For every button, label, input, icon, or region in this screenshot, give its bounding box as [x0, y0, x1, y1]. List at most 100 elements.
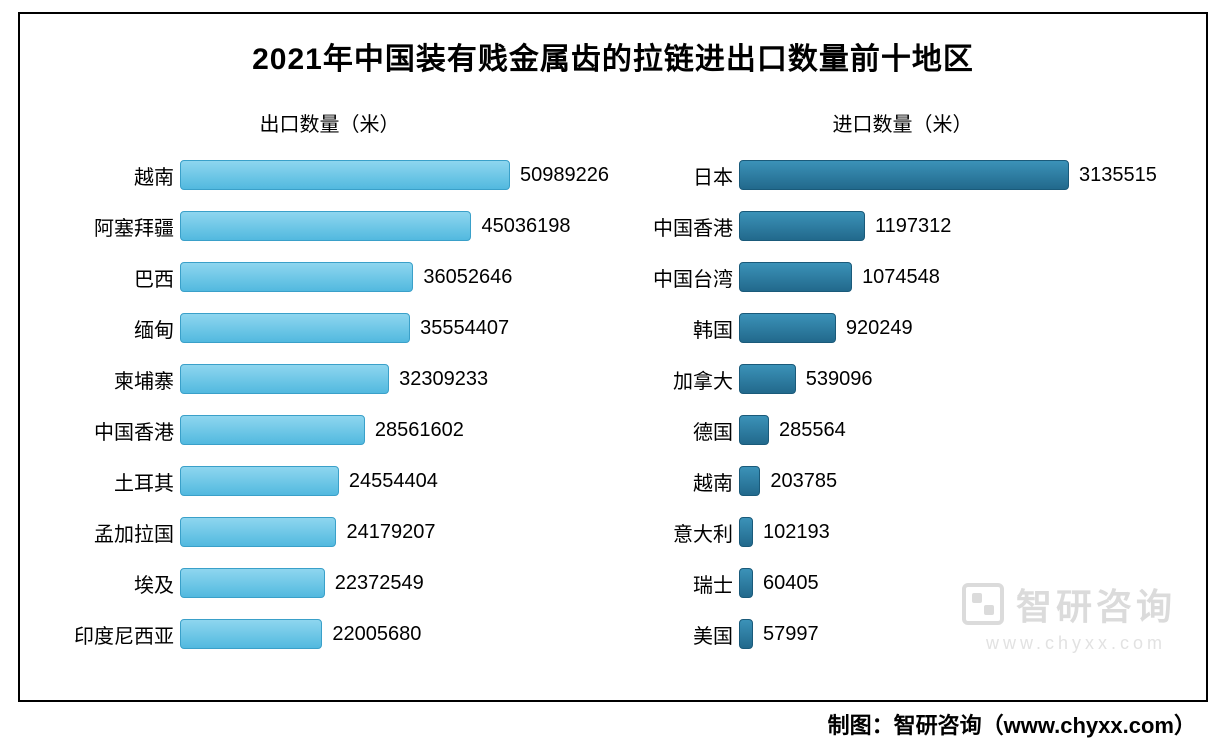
bar-fill: [739, 466, 760, 496]
bar-value: 22005680: [332, 623, 421, 646]
bar-value: 3135515: [1079, 164, 1157, 187]
bar-track: 60405: [739, 565, 1176, 601]
bar-row: 埃及 22372549: [50, 565, 609, 601]
bar-label: 印度尼西亚: [50, 620, 180, 649]
bar-fill: [180, 466, 339, 496]
bar-track: 22005680: [180, 616, 609, 652]
bar-track: 24179207: [180, 514, 609, 550]
bar-track: 50989226: [180, 157, 609, 193]
bar-track: 3135515: [739, 157, 1176, 193]
bar-label: 越南: [629, 467, 739, 496]
bar-row: 越南 50989226: [50, 157, 609, 193]
credit-line: 制图：智研咨询（www.chyxx.com）: [828, 708, 1196, 740]
bar-row: 巴西 36052646: [50, 259, 609, 295]
bar-row: 韩国 920249: [629, 310, 1176, 346]
bar-fill: [180, 313, 410, 343]
bar-track: 920249: [739, 310, 1176, 346]
bar-label: 孟加拉国: [50, 518, 180, 547]
bar-row: 瑞士 60405: [629, 565, 1176, 601]
bar-fill: [180, 619, 322, 649]
bar-row: 阿塞拜疆 45036198: [50, 208, 609, 244]
bar-value: 1197312: [875, 215, 951, 238]
bar-label: 缅甸: [50, 314, 180, 343]
bar-track: 1074548: [739, 259, 1176, 295]
bar-track: 57997: [739, 616, 1176, 652]
bar-label: 德国: [629, 416, 739, 445]
bar-fill: [180, 211, 471, 241]
bar-row: 德国285564: [629, 412, 1176, 448]
import-bars-area: 日本 3135515 中国香港 1197312 中国台湾 1074548 韩国 920249 加…: [629, 157, 1176, 652]
bar-fill: [739, 517, 753, 547]
bar-label: 土耳其: [50, 467, 180, 496]
bar-row: 美国 57997: [629, 616, 1176, 652]
bar-fill: [180, 517, 336, 547]
bar-label: 韩国: [629, 314, 739, 343]
bar-value: 35554407: [420, 317, 509, 340]
bar-value: 920249: [846, 317, 913, 340]
bar-track: 35554407: [180, 310, 609, 346]
bar-label: 日本: [629, 161, 739, 190]
bar-value: 36052646: [423, 266, 512, 289]
bar-label: 中国香港: [50, 416, 180, 445]
bar-fill: [180, 364, 389, 394]
bar-track: 36052646: [180, 259, 609, 295]
bar-fill: [180, 160, 510, 190]
bar-row: 中国香港 1197312: [629, 208, 1176, 244]
chart-frame: 2021年中国装有贱金属齿的拉链进出口数量前十地区 出口数量（米） 越南5098…: [18, 12, 1208, 702]
bar-row: 中国香港28561602: [50, 412, 609, 448]
bar-track: 539096: [739, 361, 1176, 397]
export-bars-area: 越南 50989226 阿塞拜疆 45036198 巴西 36052646 缅甸 355544…: [50, 157, 609, 652]
chart-title: 2021年中国装有贱金属齿的拉链进出口数量前十地区: [50, 34, 1176, 78]
bar-value: 24554404: [349, 470, 438, 493]
import-chart: 进口数量（米） 日本 3135515 中国香港 1197312 中国台湾 1074548 韩…: [629, 108, 1176, 652]
bar-track: 24554404: [180, 463, 609, 499]
bar-row: 越南203785: [629, 463, 1176, 499]
bar-label: 意大利: [629, 518, 739, 547]
bar-label: 中国台湾: [629, 263, 739, 292]
bar-row: 缅甸 35554407: [50, 310, 609, 346]
bar-row: 意大利 102193: [629, 514, 1176, 550]
bar-value: 45036198: [481, 215, 570, 238]
bar-track: 28561602: [180, 412, 609, 448]
bar-value: 60405: [763, 572, 819, 595]
bar-row: 印度尼西亚 22005680: [50, 616, 609, 652]
bar-track: 45036198: [180, 208, 609, 244]
bar-row: 中国台湾 1074548: [629, 259, 1176, 295]
bar-label: 中国香港: [629, 212, 739, 241]
bar-row: 加拿大 539096: [629, 361, 1176, 397]
bar-label: 越南: [50, 161, 180, 190]
charts-row: 出口数量（米） 越南50989226阿塞拜疆45036198巴西36052646…: [50, 108, 1176, 652]
bar-value: 32309233: [399, 368, 488, 391]
bar-value: 22372549: [335, 572, 424, 595]
bar-label: 加拿大: [629, 365, 739, 394]
bar-value: 57997: [763, 623, 819, 646]
bar-fill: [739, 619, 753, 649]
bar-fill: [739, 364, 796, 394]
bar-value: 1074548: [862, 266, 940, 289]
bar-value: 50989226: [520, 164, 609, 187]
bar-row: 孟加拉国 24179207: [50, 514, 609, 550]
bar-value: 102193: [763, 521, 830, 544]
bar-label: 阿塞拜疆: [50, 212, 180, 241]
bar-fill: [739, 415, 769, 445]
bar-value: 539096: [806, 368, 873, 391]
bar-row: 土耳其 24554404: [50, 463, 609, 499]
bar-fill: [739, 568, 753, 598]
bar-fill: [739, 313, 836, 343]
bar-label: 埃及: [50, 569, 180, 598]
bar-track: 102193: [739, 514, 1176, 550]
bar-label: 美国: [629, 620, 739, 649]
bar-fill: [739, 262, 852, 292]
import-chart-title: 进口数量（米）: [629, 108, 1176, 137]
bar-fill: [180, 262, 413, 292]
bar-fill: [739, 160, 1069, 190]
bar-label: 巴西: [50, 263, 180, 292]
bar-label: 瑞士: [629, 569, 739, 598]
bar-track: 22372549: [180, 565, 609, 601]
bar-label: 柬埔寨: [50, 365, 180, 394]
export-chart: 出口数量（米） 越南50989226阿塞拜疆45036198巴西36052646…: [50, 108, 609, 652]
bar-value: 24179207: [346, 521, 435, 544]
bar-row: 柬埔寨 32309233: [50, 361, 609, 397]
bar-fill: [180, 415, 365, 445]
bar-row: 日本 3135515: [629, 157, 1176, 193]
